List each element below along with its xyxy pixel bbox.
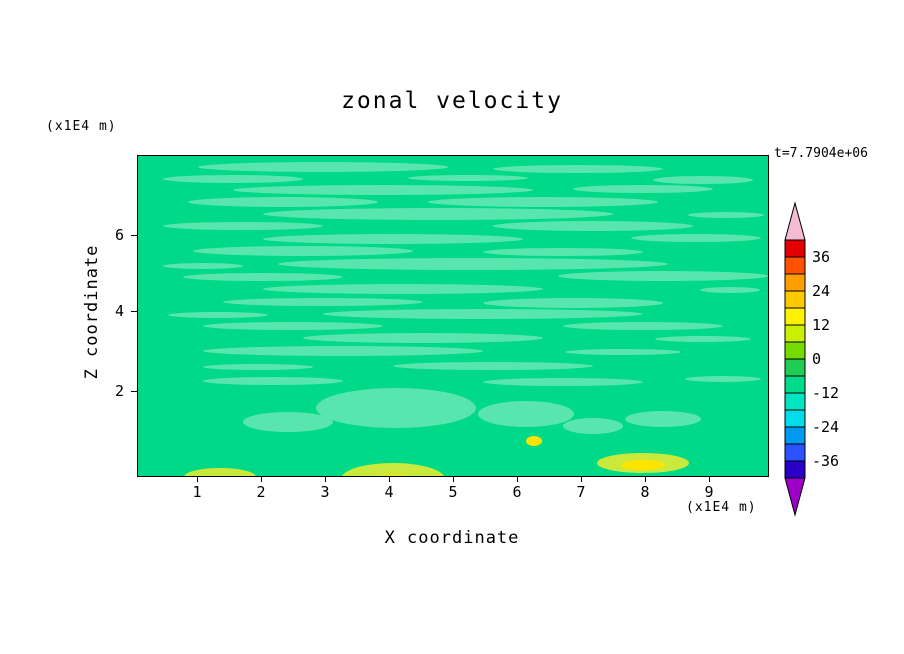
x-tick-label: 2	[256, 483, 266, 501]
colorbar-segment	[784, 324, 806, 343]
plot-area	[137, 155, 769, 477]
time-annotation: t=7.7904e+06	[774, 146, 868, 161]
y-axis-unit-label: (x1E4 m)	[46, 119, 117, 134]
plot-title: zonal velocity	[341, 88, 563, 114]
colorbar-top-arrow	[784, 202, 806, 241]
colorbar-segment	[784, 341, 806, 360]
colorbar-tick-label: -24	[812, 418, 840, 436]
y-tick-mark	[131, 311, 137, 312]
x-tick-label: 1	[192, 483, 202, 501]
colorbar	[784, 202, 806, 517]
colorbar-segment	[784, 290, 806, 309]
colorbar-tick-label: 12	[812, 316, 831, 334]
y-tick-label: 6	[114, 226, 124, 244]
colorbar-tick-label: -12	[812, 384, 840, 402]
y-tick-mark	[131, 391, 137, 392]
y-tick-mark	[131, 235, 137, 236]
x-tick-label: 5	[448, 483, 458, 501]
x-tick-label: 4	[384, 483, 394, 501]
colorbar-tick-label: -36	[812, 452, 840, 470]
x-tick-mark	[581, 476, 582, 482]
colorbar-bottom-arrow	[784, 477, 806, 517]
x-tick-label: 7	[576, 483, 586, 501]
colorbar-segment	[784, 256, 806, 275]
x-tick-mark	[709, 476, 710, 482]
x-tick-mark	[325, 476, 326, 482]
x-tick-mark	[645, 476, 646, 482]
x-tick-mark	[197, 476, 198, 482]
colorbar-segment	[784, 460, 806, 479]
colorbar-segment	[784, 375, 806, 394]
y-tick-label: 2	[114, 382, 124, 400]
x-tick-label: 8	[640, 483, 650, 501]
colorbar-tick-label: 0	[812, 350, 822, 368]
x-tick-mark	[517, 476, 518, 482]
colorbar-segment	[784, 307, 806, 326]
x-axis-ticks: 1 2 3 4 5 6 7 8 9	[137, 476, 767, 506]
colorbar-segment	[784, 239, 806, 258]
x-tick-label: 3	[320, 483, 330, 501]
colorbar-segment	[784, 443, 806, 462]
colorbar-tick-label: 24	[812, 282, 831, 300]
x-tick-mark	[389, 476, 390, 482]
x-axis-label: X coordinate	[384, 528, 520, 548]
colorbar-segment	[784, 426, 806, 445]
contour-field	[138, 156, 768, 476]
colorbar-segment	[784, 409, 806, 428]
x-tick-label: 9	[704, 483, 714, 501]
y-axis-ticks: 6 4 2	[100, 155, 137, 475]
x-tick-mark	[453, 476, 454, 482]
x-axis-unit-label: (x1E4 m)	[686, 500, 757, 515]
colorbar-segment	[784, 392, 806, 411]
colorbar-segment	[784, 358, 806, 377]
x-tick-mark	[261, 476, 262, 482]
x-tick-label: 6	[512, 483, 522, 501]
y-axis-label: Z coordinate	[82, 244, 102, 380]
y-tick-label: 4	[114, 302, 124, 320]
colorbar-tick-label: 36	[812, 248, 831, 266]
colorbar-segment	[784, 273, 806, 292]
